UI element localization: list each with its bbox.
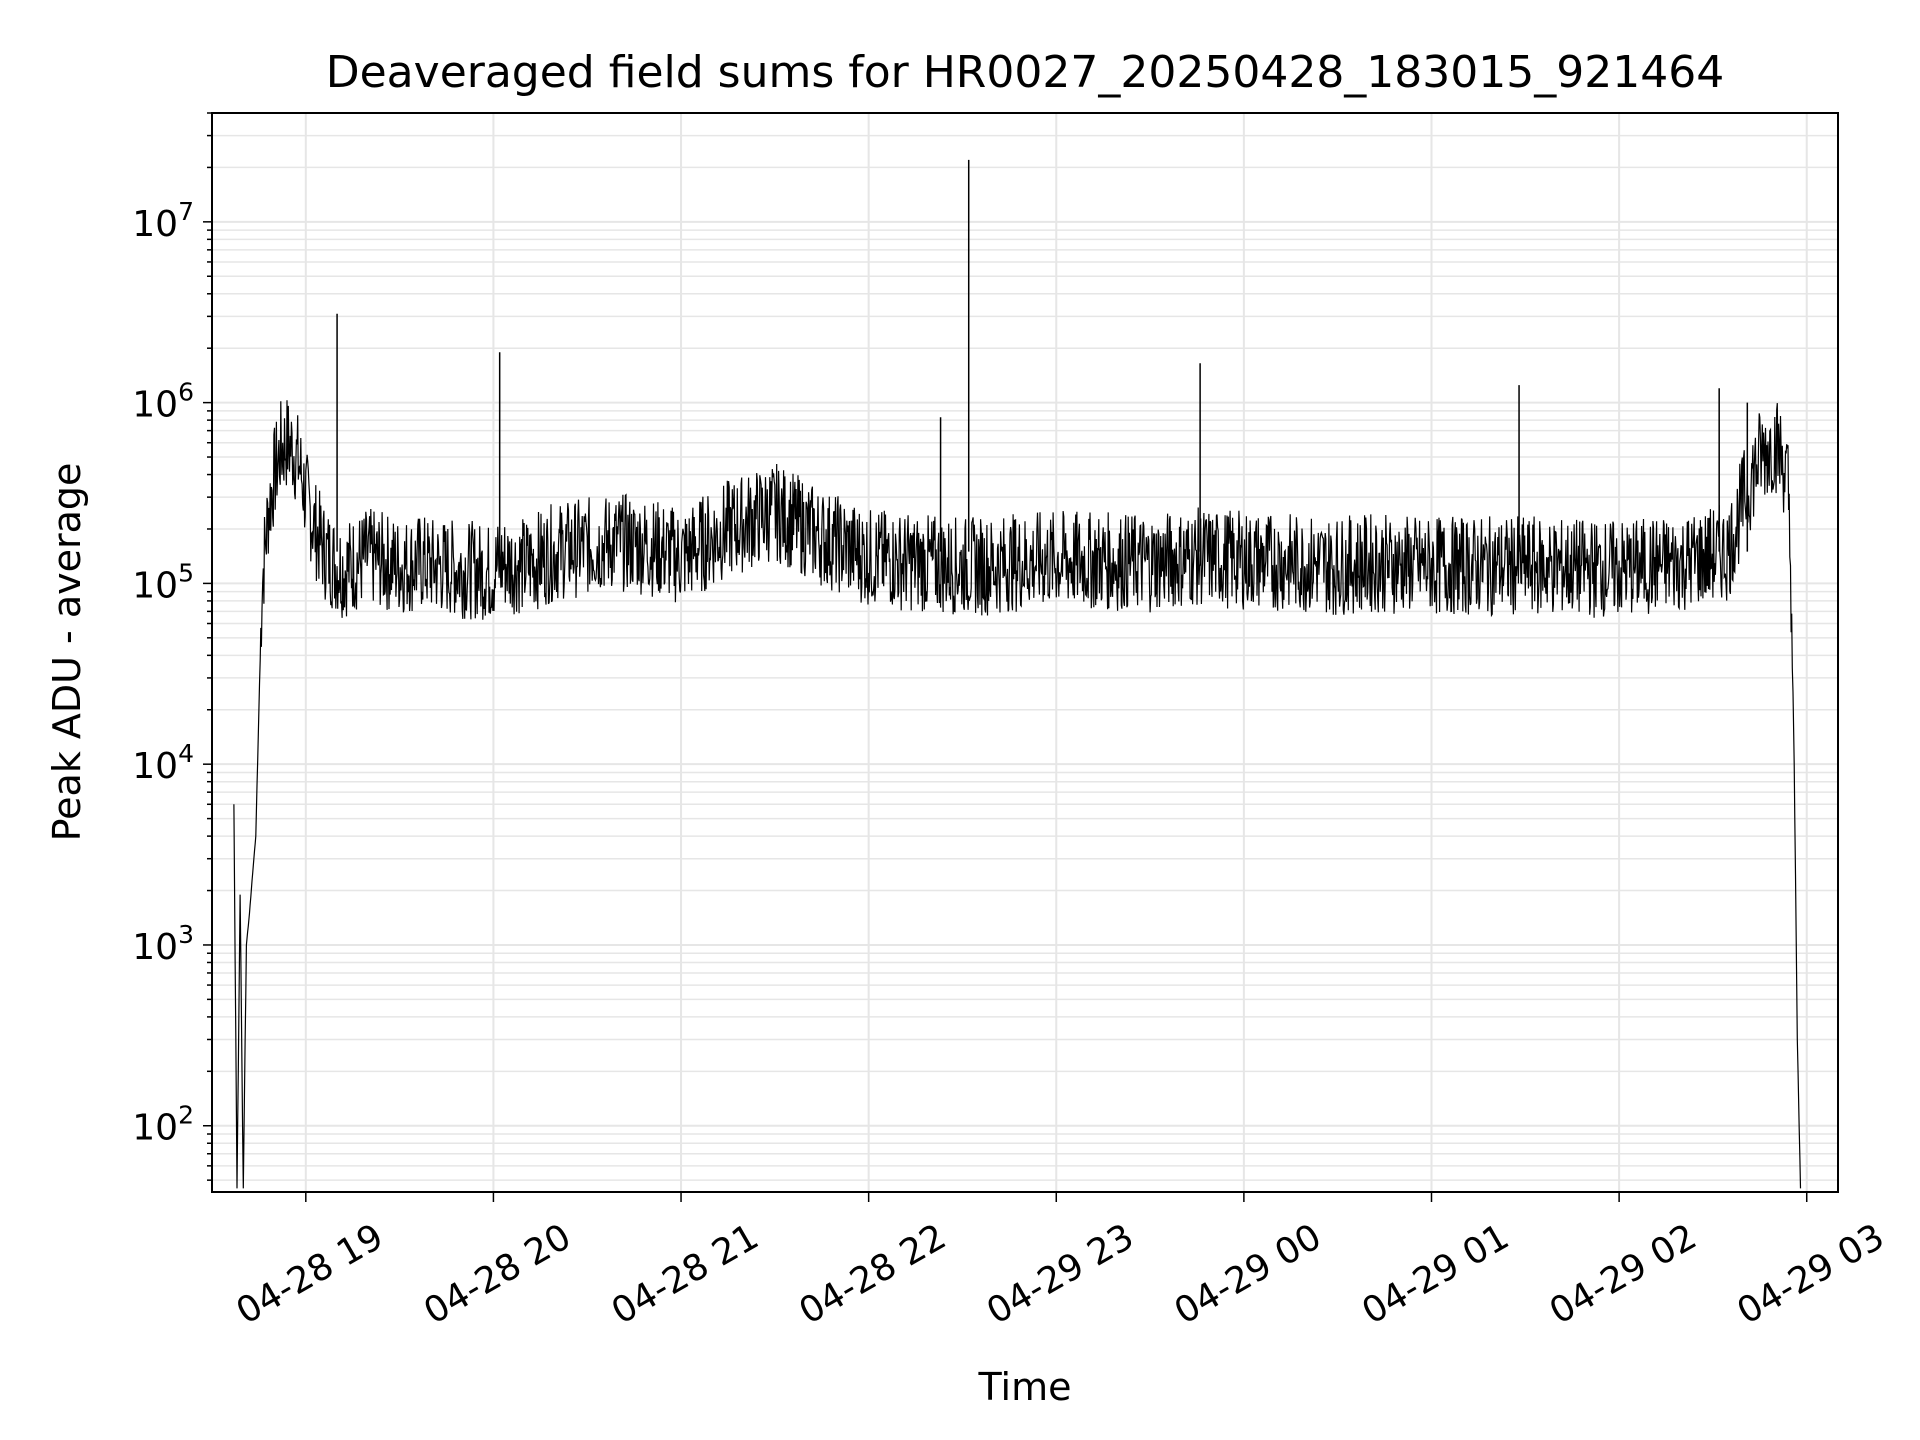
- y-tick-label: 104: [132, 739, 194, 787]
- x-tick-label: 04-29 02: [1543, 1216, 1704, 1332]
- chart-title: Deaveraged field sums for HR0027_2025042…: [326, 47, 1725, 98]
- y-tick-label: 106: [132, 378, 194, 426]
- plot-area: [233, 159, 1802, 1189]
- axes-frame: [211, 112, 1839, 1193]
- x-axis: 04-28 19 04-28 20 04-28 21 04-28 22 04-29 23…: [230, 1192, 1892, 1333]
- x-tick-label: 04-28 19: [230, 1216, 391, 1332]
- x-axis-label: Time: [978, 1365, 1072, 1409]
- x-tick-label: 04-28 22: [792, 1216, 953, 1332]
- grid: [212, 112, 1838, 1192]
- data-line: [233, 400, 1802, 1189]
- y-axis-label: Peak ADU - average: [45, 463, 89, 842]
- x-tick-label: 04-29 23: [980, 1216, 1141, 1332]
- x-tick-label: 04-28 21: [605, 1216, 766, 1332]
- y-axis: 102 103 104 105 106 107: [132, 112, 212, 1181]
- x-tick-label: 04-28 20: [417, 1216, 578, 1332]
- y-tick-label: 105: [132, 558, 194, 606]
- x-tick-label: 04-29 00: [1168, 1216, 1329, 1332]
- x-tick-label: 04-29 03: [1731, 1216, 1892, 1332]
- y-tick-label: 107: [132, 197, 194, 245]
- y-tick-label: 103: [132, 920, 194, 968]
- x-tick-label: 04-29 01: [1355, 1216, 1516, 1332]
- y-tick-label: 102: [132, 1101, 194, 1149]
